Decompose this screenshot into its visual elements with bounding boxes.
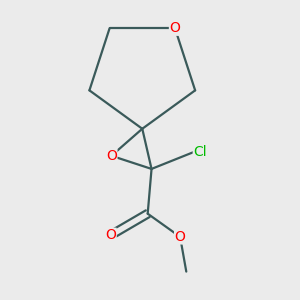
Text: Cl: Cl — [194, 145, 207, 159]
Text: O: O — [105, 228, 116, 242]
Text: O: O — [175, 230, 185, 244]
Text: O: O — [106, 149, 117, 163]
Text: O: O — [169, 21, 180, 35]
